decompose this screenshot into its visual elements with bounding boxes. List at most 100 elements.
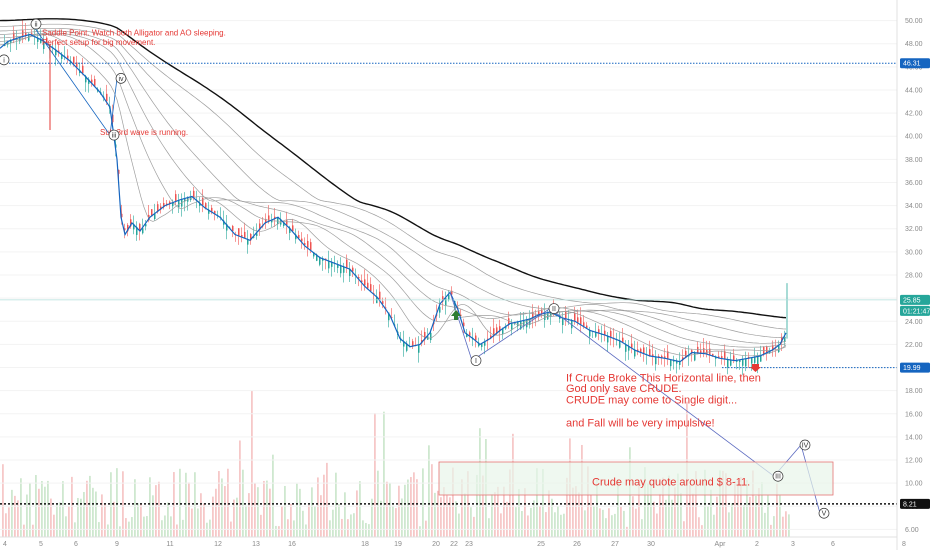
volume-bar xyxy=(557,505,559,537)
candle xyxy=(55,44,57,66)
ma-line xyxy=(0,33,787,357)
candle xyxy=(367,273,369,290)
candle xyxy=(493,319,495,344)
volume-bar xyxy=(203,503,205,537)
volume-bar xyxy=(635,508,637,537)
candle xyxy=(403,330,405,357)
candle xyxy=(199,196,201,213)
x-tick-label: 5 xyxy=(39,541,43,548)
candle xyxy=(337,260,339,274)
annotation-text: CRUDE may come to Single digit... xyxy=(566,394,737,406)
candle xyxy=(481,343,483,351)
y-tick-label: 6.00 xyxy=(905,527,919,534)
candle xyxy=(385,297,387,315)
candle xyxy=(565,306,567,326)
annotation-text: Crude may quote around $ 8-11. xyxy=(592,476,750,488)
x-tick-label: 11 xyxy=(166,541,173,548)
moving-average-ribbon xyxy=(0,18,787,357)
x-tick-label: 6 xyxy=(831,541,835,548)
volume-bar xyxy=(296,483,298,537)
candle xyxy=(349,262,351,282)
candle xyxy=(25,23,27,41)
volume-bar xyxy=(299,488,301,537)
volume-bar xyxy=(374,413,376,537)
volume-bar xyxy=(737,480,739,537)
candle xyxy=(658,353,660,365)
volume-bar xyxy=(242,469,244,537)
volume-bar xyxy=(500,513,502,537)
volume-bar xyxy=(239,440,241,537)
y-tick-label: 14.00 xyxy=(905,434,923,441)
volume-bar xyxy=(326,462,328,537)
volume-bar xyxy=(62,481,64,537)
candle xyxy=(214,210,216,221)
volume-bar xyxy=(233,499,235,537)
volume-bar xyxy=(602,509,604,537)
volume-bar xyxy=(506,501,508,537)
volume-bar xyxy=(164,515,166,537)
volume-bar xyxy=(779,495,781,537)
volume-bar xyxy=(362,520,364,537)
candle xyxy=(670,359,672,371)
candle xyxy=(628,339,630,360)
volume-bar xyxy=(59,502,61,537)
candle xyxy=(307,234,309,257)
x-tick-label: 25 xyxy=(537,541,545,548)
target-zone-box xyxy=(438,461,834,496)
volume-bar xyxy=(269,488,271,537)
y-tick-label: 50.00 xyxy=(905,18,923,25)
wave-line-large xyxy=(449,292,821,514)
x-tick-label: 22 xyxy=(450,541,458,548)
volume-bar xyxy=(398,485,400,537)
candle xyxy=(217,210,219,219)
volume-bar xyxy=(734,481,736,537)
annotation-text: Sub 3rd wave is running. xyxy=(100,128,188,137)
volume-bar xyxy=(701,525,703,537)
horizontal-lines xyxy=(0,62,897,505)
volume-bar xyxy=(542,468,544,537)
candle xyxy=(175,190,177,205)
svg-text:19.99: 19.99 xyxy=(903,365,921,372)
candle xyxy=(646,346,648,365)
candle xyxy=(424,327,426,346)
volume-bar xyxy=(263,480,265,537)
svg-text:IV: IV xyxy=(802,442,809,449)
x-tick-label: 13 xyxy=(252,541,260,548)
volume-bar xyxy=(431,464,433,537)
volume-bar xyxy=(527,515,529,537)
wave-label: IV xyxy=(799,439,811,451)
grid xyxy=(0,20,897,530)
candle xyxy=(703,338,705,358)
candle xyxy=(181,193,183,217)
x-tick-label: 18 xyxy=(361,541,369,548)
volume-bar xyxy=(86,480,88,537)
volume-bar xyxy=(287,519,289,537)
volume-bar xyxy=(713,514,715,537)
volume-bar xyxy=(8,507,10,537)
volume-bar xyxy=(146,516,148,537)
svg-text:01:21:47: 01:21:47 xyxy=(903,308,930,315)
volume-bar xyxy=(104,503,106,537)
svg-text:iii: iii xyxy=(112,132,117,139)
wave-label: iv xyxy=(115,73,127,84)
volume-bar xyxy=(335,472,337,537)
x-tick-label: 26 xyxy=(573,541,581,548)
volume-bar xyxy=(368,524,370,537)
volume-bar xyxy=(77,497,79,537)
volume-bar xyxy=(494,492,496,537)
candle xyxy=(370,277,372,293)
volume-bar xyxy=(266,480,268,537)
volume-bar xyxy=(452,467,454,537)
volume-bar xyxy=(113,501,115,537)
svg-text:V: V xyxy=(822,511,827,518)
volume-bar xyxy=(698,517,700,537)
candle xyxy=(247,230,249,254)
svg-text:I: I xyxy=(475,358,477,365)
candle xyxy=(508,311,510,329)
candle xyxy=(379,284,381,307)
volume-bar xyxy=(575,486,577,537)
ma-line xyxy=(0,34,787,351)
volume-bar xyxy=(413,472,415,537)
volume-bar xyxy=(671,499,673,537)
volume-bar xyxy=(311,487,313,537)
